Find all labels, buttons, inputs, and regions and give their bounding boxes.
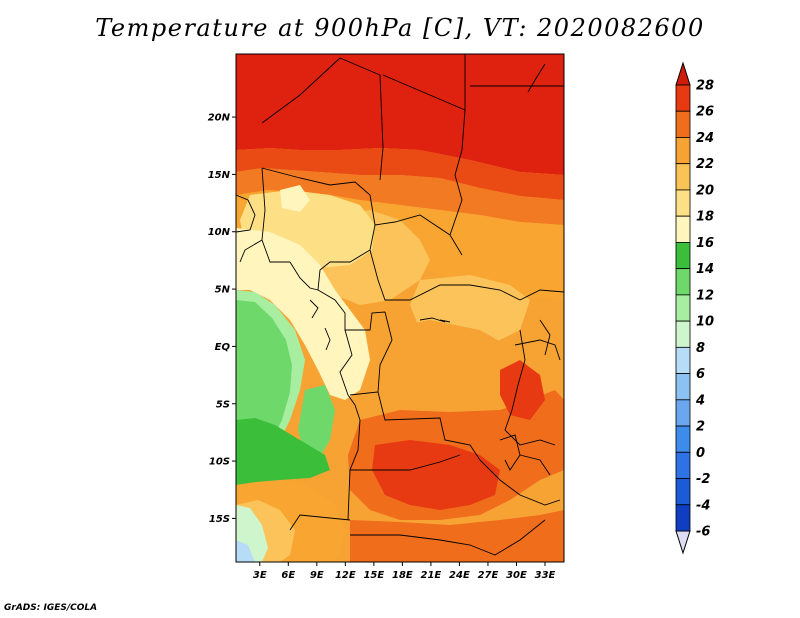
colorbar-swatch	[675, 84, 691, 112]
region-southern-hottest	[372, 440, 500, 510]
colorbar-swatch	[675, 268, 691, 296]
credit-label: GrADS: IGES/COLA	[4, 603, 98, 613]
lat-tick-label: 10S	[209, 457, 230, 468]
colorbar-label: 12	[696, 288, 714, 303]
region-southern-lower	[350, 510, 564, 562]
region-atlantic-green-deep	[236, 418, 330, 485]
region-coastal-cool	[236, 228, 370, 400]
colorbar-label: 6	[696, 367, 705, 382]
longitude-axis: 3E 6E 9E 12E 15E 18E 21E 24E 27E 30E 33E	[253, 562, 556, 581]
lon-tick-label: 3E	[253, 570, 267, 581]
lon-tick-label: 6E	[281, 570, 295, 581]
colorbar-swatch	[675, 163, 691, 191]
colorbar-swatch	[675, 346, 691, 374]
latitude-axis: 20N 15N 10N 5N EQ 5S 10S 15S	[208, 113, 236, 525]
lon-tick-label: 12E	[335, 570, 356, 581]
region-atlantic-green-2	[298, 385, 335, 460]
colorbar-label: 14	[696, 262, 714, 277]
map-title: Temperature at 900hPa [C], VT: 202008260…	[95, 14, 705, 42]
colorbar-label: 24	[696, 131, 714, 146]
colorbar-swatch	[675, 110, 691, 138]
region-coastal-cool-2	[280, 185, 310, 212]
lat-tick-label: 15N	[208, 170, 231, 181]
lon-tick-label: 24E	[449, 570, 470, 581]
lat-tick-label: 5S	[216, 399, 230, 410]
country-boundaries	[236, 54, 564, 556]
colorbar-swatch	[675, 399, 691, 427]
map-field	[236, 54, 564, 562]
colorbar-label: 20	[696, 183, 714, 198]
region-southwest-ocean-2	[236, 540, 255, 562]
region-congo-basin	[380, 320, 520, 415]
region-sahel-deep	[236, 148, 564, 200]
colorbar-swatch	[675, 294, 691, 322]
colorbar-swatch	[675, 425, 691, 453]
colorbar-label: 10	[696, 315, 714, 330]
region-sahara-north	[236, 54, 564, 175]
lon-tick-label: 33E	[535, 570, 556, 581]
colorbar-label: -4	[696, 498, 710, 513]
colorbar-label: 8	[696, 341, 705, 356]
colorbar-label: -6	[696, 525, 710, 540]
map-frame	[235, 53, 565, 563]
lat-tick-label: 5N	[215, 285, 231, 296]
colorbar-label: 4	[695, 393, 705, 408]
colorbar-label: 0	[696, 446, 705, 461]
colorbar-label: 22	[696, 157, 714, 172]
colorbar-swatch	[675, 320, 691, 348]
colorbar-under-arrow	[675, 530, 691, 555]
lon-tick-label: 27E	[478, 570, 499, 581]
colorbar-swatch	[675, 373, 691, 401]
colorbar-label: 28	[696, 79, 714, 94]
colorbar-swatch	[675, 242, 691, 270]
colorbar-swatch	[675, 478, 691, 506]
lat-tick-label: EQ	[215, 342, 231, 353]
lon-tick-label: 18E	[392, 570, 413, 581]
lon-tick-label: 21E	[421, 570, 442, 581]
colorbar-swatch	[675, 215, 691, 243]
colorbar-over-arrow	[675, 61, 691, 86]
lat-tick-label: 20N	[208, 113, 231, 124]
colorbar-label: -2	[696, 472, 710, 487]
colorbar-label: 26	[696, 105, 714, 120]
lat-tick-label: 15S	[209, 514, 230, 525]
colorbar-label: 16	[696, 236, 714, 251]
colorbar-label: 18	[696, 210, 714, 225]
colorbar-swatch	[675, 189, 691, 217]
colorbar-swatch	[675, 451, 691, 479]
colorbar-label: 2	[696, 420, 705, 435]
lon-tick-label: 30E	[506, 570, 527, 581]
lon-tick-label: 15E	[363, 570, 384, 581]
colorbar-swatch	[675, 504, 691, 532]
region-southern-hottest-2	[500, 360, 545, 420]
lat-tick-label: 10N	[208, 227, 231, 238]
colorbar-swatch	[675, 137, 691, 165]
lon-tick-label: 9E	[310, 570, 324, 581]
